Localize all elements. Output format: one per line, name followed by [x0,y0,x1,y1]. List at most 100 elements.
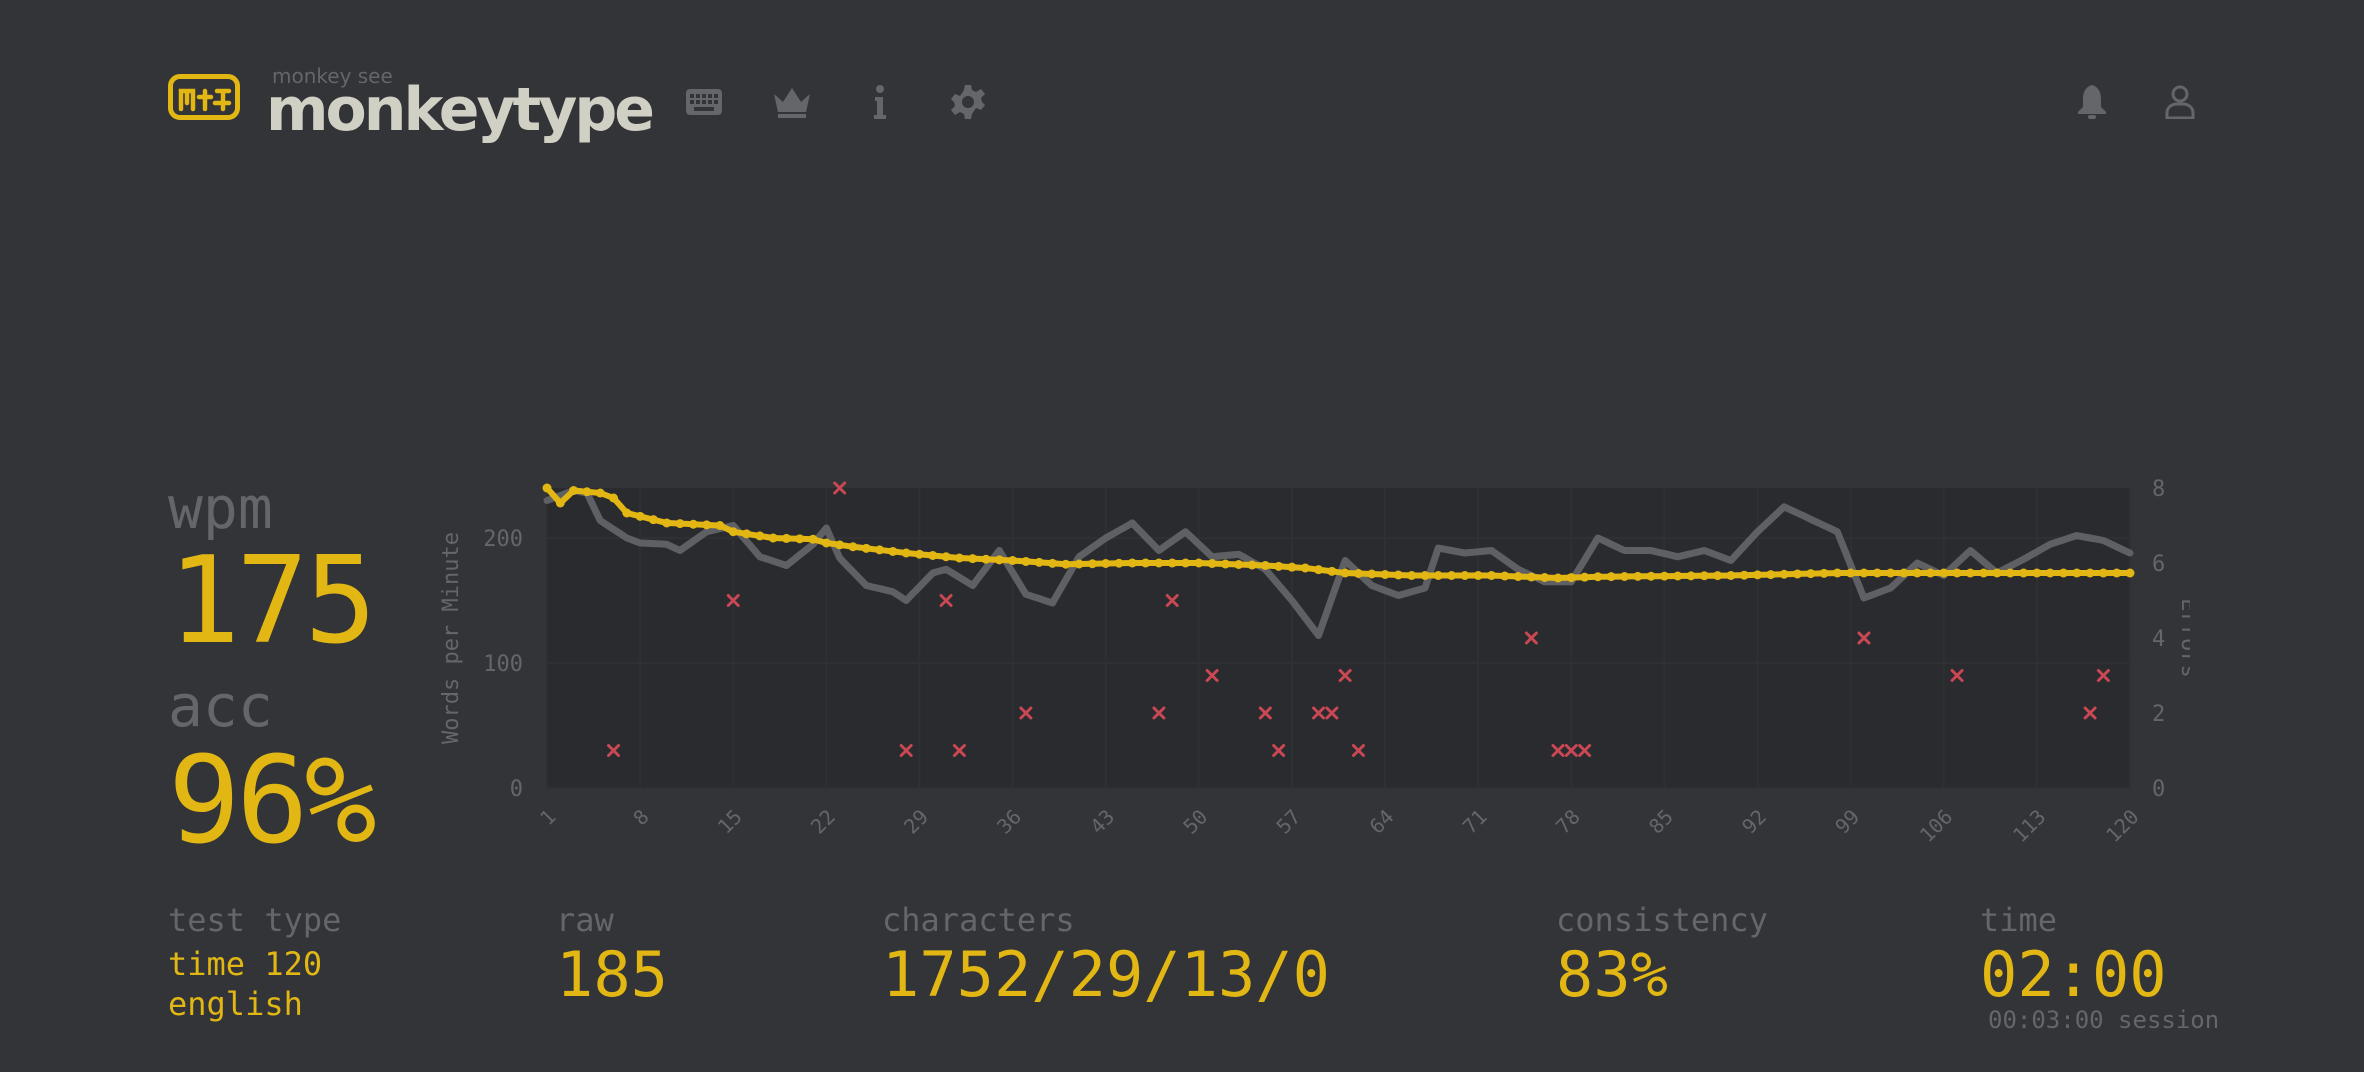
chart-error-marker [2083,706,2097,720]
chart-wpm-point [1034,557,1044,567]
chart-wpm-point [1806,569,1816,579]
bell-icon[interactable] [2070,80,2114,124]
monkeytype-logo-icon [168,74,240,120]
chart-wpm-point [622,508,632,518]
chart-wpm-point [914,549,924,559]
chart-y2-tick-label: 6 [2152,552,2165,577]
chart-wpm-point [1154,558,1164,568]
chart-error-marker [1950,669,1964,682]
chart-wpm-point [1327,566,1337,576]
chart-error-marker [1258,706,1272,720]
chart-wpm-point [1846,568,1856,578]
chart-wpm-point [1566,573,1576,583]
chart-y-axis-label: Words per Minute [439,532,464,744]
chart-wpm-point [1832,568,1842,578]
chart-x-tick-label: 50 [1178,805,1212,839]
chart-wpm-point [1340,568,1350,578]
chart-wpm-point [542,483,552,493]
chart-wpm-point [1992,568,2002,578]
raw-value: 185 [556,938,668,1011]
chart-wpm-point [1314,565,1324,575]
chart-wpm-point [968,554,978,564]
chart-wpm-point [1872,568,1882,578]
chart-x-tick-label: 1 [535,805,560,830]
test-type-language: english [168,985,303,1023]
chart-wpm-point [609,493,619,503]
chart-plot-area [547,488,2130,788]
chart-x-tick-label: 71 [1458,805,1492,839]
chart-wpm-point [715,521,725,530]
chart-wpm-point [595,488,605,498]
chart-wpm-point [2032,568,2042,578]
chart-wpm-point [981,554,991,564]
keyboard-icon[interactable] [682,80,726,124]
time-value: 02:00 [1980,938,2167,1011]
wpm-label: wpm [168,474,273,542]
chart-error-marker [1524,631,1538,645]
chart-wpm-point [875,545,885,555]
chart-wpm-point [1260,561,1270,570]
raw-label: raw [556,901,614,939]
chart-wpm-point [821,538,831,548]
chart-wpm-point [1766,570,1776,580]
chart-wpm-point [1300,563,1310,573]
chart-wpm-point [1580,572,1590,582]
chart-wpm-point [1114,558,1124,568]
chart-wpm-point [1367,569,1377,579]
chart-wpm-point [1686,571,1696,581]
chart-wpm-point [1021,556,1031,566]
chart-wpm-point [1207,559,1217,568]
chart-error-marker [1551,744,1565,757]
chart-wpm-point [1593,572,1603,582]
chart-y-tick-label: 200 [483,527,523,552]
session-time: 00:03:00 session [1988,1006,2220,1034]
chart-x-tick-label: 85 [1644,805,1678,839]
chart-wpm-point [1194,558,1204,568]
chart-wpm-point [1234,560,1244,569]
chart-wpm-point [1673,571,1683,581]
chart-wpm-point [1008,556,1018,565]
chart-wpm-point [2112,568,2122,578]
chart-wpm-point [1912,568,1922,578]
chart-error-marker [833,481,847,495]
chart-x-tick-label: 99 [1830,805,1864,839]
chart-wpm-point [728,527,738,537]
chart-wpm-point [1087,559,1097,569]
wpm-chart: 1 8 15 22 29 36 43 50 57 64 71 78 85 92 99 106 113 120 0 10… [430,470,2190,880]
chart-wpm-point [1353,569,1363,578]
chart-wpm-point [1047,558,1057,568]
chart-x-tick-label: 113 [2008,805,2051,848]
info-icon[interactable] [858,80,902,124]
header: monkey see monkeytype [168,50,2218,150]
chart-wpm-point [888,546,898,556]
logo-subtitle: monkey see [272,64,393,88]
chart-wpm-point [1939,568,1949,578]
chart-y-tick-label: 100 [483,652,523,677]
chart-wpm-point [768,533,778,543]
test-type-label: test type [168,901,342,939]
chart-wpm-point [1274,561,1284,571]
gear-icon[interactable] [946,80,990,124]
chart-wpm-point [861,543,871,553]
chart-error-marker [1152,706,1166,720]
crown-icon[interactable] [770,80,814,124]
consistency-value: 83% [1556,938,1668,1011]
chart-wpm-point [1540,573,1550,582]
chart-error-marker [1564,744,1578,757]
chart-error-marker [1325,706,1339,720]
chart-wpm-point [2125,568,2135,578]
user-icon[interactable] [2158,80,2202,124]
chart-wpm-point [941,552,951,562]
chart-wpm-point [1699,571,1709,581]
characters-label: characters [882,901,1075,939]
chart-wpm-point [1859,568,1869,578]
chart-wpm-point [928,551,938,560]
chart-wpm-point [1380,570,1390,579]
chart-error-marker [1272,744,1286,757]
chart-wpm-point [1792,569,1802,579]
chart-wpm-point [742,529,752,539]
chart-wpm-point [781,533,791,543]
chart-wpm-point [1287,562,1297,572]
test-type-mode: time 120 [168,945,323,983]
wpm-value: 175 [168,532,377,671]
